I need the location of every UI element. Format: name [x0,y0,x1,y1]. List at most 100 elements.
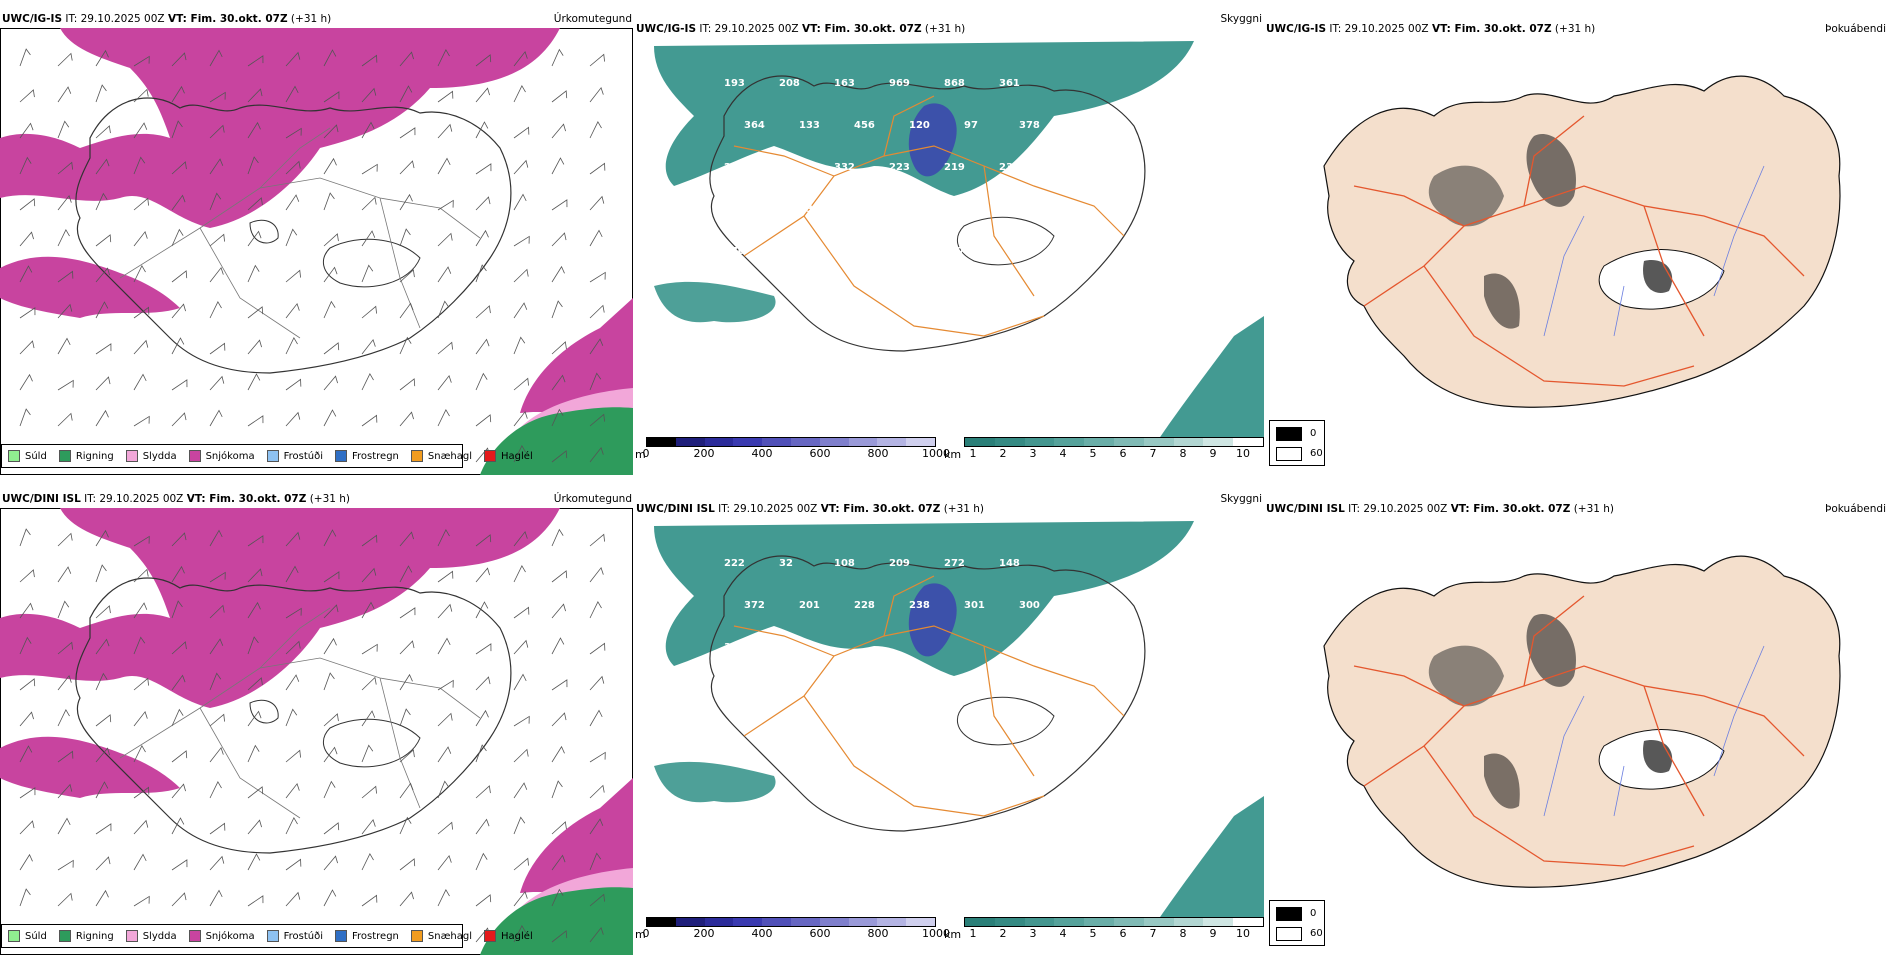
ceiling-label: 300 [1019,600,1040,611]
fog-legend-swatch [1276,447,1302,461]
wind-barb [323,780,336,799]
wind-barb [551,888,564,907]
ceiling-label: 114 [964,204,985,215]
ceiling-tick-label: 400 [751,447,773,460]
wind-barb [133,744,146,763]
visibility-ticks: 1 2 3 4 5 6 7 8 9 10 [964,927,1264,941]
wind-barb [209,571,226,583]
wind-barb [209,300,222,319]
wind-barb [133,535,150,547]
wind-barb [475,676,491,691]
land-fill [1323,555,1841,888]
wind-barb [19,711,34,727]
wind-barb [399,891,414,907]
wind-barb [57,817,71,835]
valid-time: VT: Fim. 30.okt. 07Z [820,503,941,515]
wind-barb [551,930,568,943]
wind-barb [247,636,259,655]
legend-swatch [484,450,497,462]
glacier-outline [956,696,1055,746]
wind-barb [133,853,147,871]
wind-barb [323,604,339,619]
visibility-title: Skyggni [1220,13,1263,25]
wind-barb [475,196,491,211]
wind-barb [209,409,223,427]
wind-barb [171,85,185,103]
legend-item-drizzle: Súld [8,450,47,462]
precip-title: Úrkomutegund [553,13,632,25]
wind-barb [399,336,412,355]
ceiling-label: 361 [999,78,1020,89]
visibility-tick-label: 3 [1029,927,1037,940]
ceiling-label: 372 [744,600,765,611]
legend-swatch [188,930,201,942]
wind-barb [95,605,111,619]
wind-barb [361,744,374,763]
ceiling-tick-label: 200 [693,447,715,460]
wind-barb [171,565,185,583]
legend-label: Frostúði [283,930,323,942]
wind-barb [57,52,73,67]
wind-barb [247,306,264,319]
ceiling-label: 969 [889,78,910,89]
ceiling-colorbar-swatches [646,437,936,447]
legend-item-snow-pellets: Snæhagl [410,450,472,462]
wind-barb [95,672,108,691]
wind-barb [247,55,264,67]
visibility-tick-label: 1 [969,927,977,940]
wind-barb [399,269,415,283]
wind-barb [551,637,565,655]
ceiling-label: 120 [909,120,930,131]
wind-barb [437,821,453,835]
wind-barb [437,888,450,907]
legend-item-sleet: Slydda [125,930,177,942]
wind-barb [323,49,337,67]
wind-barb [171,120,183,139]
visibility-tick-label: 4 [1059,447,1067,460]
fog-legend: 0 60 [1269,420,1325,466]
wind-barb [57,641,73,655]
visibility-colorbar: 1 2 3 4 5 6 7 8 9 10 [964,437,1264,460]
ceiling-labels: 193 208 163 969 868 361 364 133 456 120 97 378 291 12… [724,78,1040,257]
wind-barb [589,533,605,547]
legend-label: Frostregn [352,930,399,942]
visibility-colorbar-swatches [964,437,1264,447]
wind-barb [323,672,335,691]
wind-barb [133,819,149,835]
ceiling-unit: m [635,448,646,461]
wind-barb [513,126,530,139]
wind-barb [323,91,340,103]
wind-barb [285,858,302,871]
wind-barb [19,265,33,283]
wind-barb [323,746,338,763]
wind-barb [361,818,376,835]
legend-label: Snjókoma [205,930,255,942]
wind-barb [437,90,454,103]
wind-barb [57,892,73,907]
precip-title: Úrkomutegund [553,493,632,505]
wind-barb [285,674,300,691]
model-label: UWC/DINI ISL [636,503,715,515]
wind-barb [551,745,565,763]
wind-barb [285,607,302,619]
wind-barb [285,816,298,835]
wind-barb [361,264,374,283]
wind-barb [209,780,222,799]
wind-barb [133,230,148,247]
visibility-tick-label: 7 [1149,927,1157,940]
precip-legend: Súld Rigning Slydda Snjókoma Frostúði Fr… [1,924,533,948]
precip-legend: Súld Rigning Slydda Snjókoma Frostúði Fr… [1,444,533,468]
wind-barb [475,305,491,319]
fog-panel: UWC/DINI ISL IT: 29.10.2025 00Z VT: Fim.… [1264,492,1900,962]
wind-barb [323,571,340,583]
wind-barb [551,408,564,427]
wind-barb [589,229,603,247]
wind-barb [361,54,378,67]
wind-barb [247,230,262,247]
wind-barb [95,267,110,283]
legend-label: Súld [25,450,47,462]
legend-swatch [58,450,71,462]
legend-item-hail: Haglél [484,930,533,942]
wind-barb [95,192,108,211]
wind-barb [57,566,72,583]
